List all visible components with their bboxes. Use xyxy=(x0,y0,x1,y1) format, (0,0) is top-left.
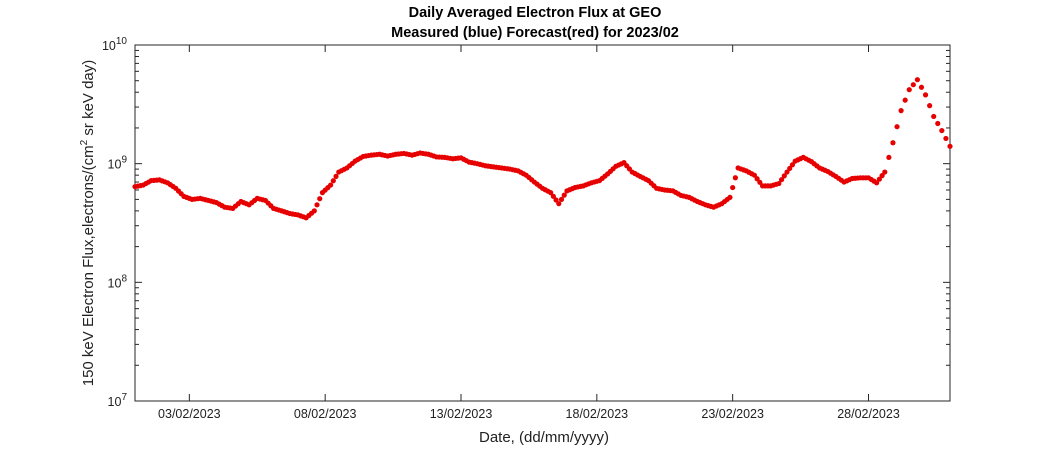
data-point xyxy=(732,175,738,181)
y-tick-exponent: 8 xyxy=(121,273,127,284)
data-point xyxy=(876,176,882,182)
data-point xyxy=(553,197,559,203)
y-tick-label: 109 xyxy=(108,155,128,172)
y-tick-base: 10 xyxy=(108,276,122,290)
y-tick-base: 10 xyxy=(102,39,116,53)
x-axis: 03/02/2023 08/02/2023 13/02/2023 18/02/2023… xyxy=(158,45,900,421)
data-point xyxy=(886,154,892,161)
data-point xyxy=(558,196,565,203)
data-point xyxy=(927,103,933,109)
data-point xyxy=(931,113,937,120)
data-point xyxy=(330,178,336,184)
y-axis-label-superscript: 2 xyxy=(79,139,90,145)
chart-title: Daily Averaged Electron Flux at GEO xyxy=(409,5,662,21)
data-point xyxy=(727,194,733,200)
data-point xyxy=(781,173,787,179)
y-tick-label: 1010 xyxy=(102,36,127,53)
data-point xyxy=(918,84,925,90)
data-point xyxy=(874,180,880,186)
data-point xyxy=(787,165,793,172)
data-point xyxy=(561,192,567,198)
data-point xyxy=(333,173,339,179)
data-point xyxy=(328,182,334,188)
plot-area xyxy=(134,44,951,402)
data-point xyxy=(890,140,896,146)
data-point xyxy=(879,173,885,179)
data-point xyxy=(935,120,941,127)
y-tick-base: 10 xyxy=(108,395,122,409)
data-point xyxy=(898,108,904,114)
y-tick-label: 107 xyxy=(108,392,128,409)
x-tick-label: 28/02/2023 xyxy=(837,407,900,421)
data-point xyxy=(894,124,900,130)
data-point xyxy=(550,193,556,199)
data-series xyxy=(132,77,953,221)
x-tick-label: 18/02/2023 xyxy=(566,407,629,421)
y-tick-exponent: 9 xyxy=(121,155,127,166)
data-point xyxy=(939,127,945,134)
data-point xyxy=(730,184,736,191)
data-point xyxy=(311,208,317,214)
y-axis-label-prefix: 150 keV Electron Flux,electrons/(cm xyxy=(80,145,97,386)
y-tick-label: 108 xyxy=(108,273,128,290)
y-axis-label-suffix: sr keV day) xyxy=(80,60,97,140)
y-axis-label: 150 keV Electron Flux,electrons/(cm2 sr … xyxy=(79,60,97,387)
data-point xyxy=(751,172,758,178)
data-point xyxy=(317,196,323,202)
data-point xyxy=(906,87,912,93)
x-tick-label: 23/02/2023 xyxy=(701,407,764,421)
x-tick-label: 03/02/2023 xyxy=(158,407,221,421)
data-point xyxy=(902,97,908,103)
data-point xyxy=(922,92,929,98)
chart-subtitle: Measured (blue) Forecast(red) for 2023/0… xyxy=(391,25,679,41)
x-tick-label: 08/02/2023 xyxy=(294,407,357,421)
y-tick-exponent: 10 xyxy=(116,36,128,47)
x-axis-label: Date, (dd/mm/yyyy) xyxy=(479,429,609,446)
data-point xyxy=(910,82,916,88)
y-tick-base: 10 xyxy=(108,158,122,172)
data-point xyxy=(757,179,763,185)
x-tick-label: 13/02/2023 xyxy=(430,407,493,421)
data-point xyxy=(754,176,760,182)
data-point xyxy=(789,162,796,168)
data-point xyxy=(548,190,554,196)
data-point xyxy=(947,143,953,149)
y-tick-exponent: 7 xyxy=(121,392,127,403)
data-point xyxy=(914,77,921,83)
data-point xyxy=(784,169,790,175)
data-point xyxy=(314,202,320,208)
data-point xyxy=(556,201,562,207)
data-point xyxy=(776,180,782,187)
data-point xyxy=(882,169,888,175)
data-point xyxy=(778,177,785,183)
data-point xyxy=(943,135,949,142)
